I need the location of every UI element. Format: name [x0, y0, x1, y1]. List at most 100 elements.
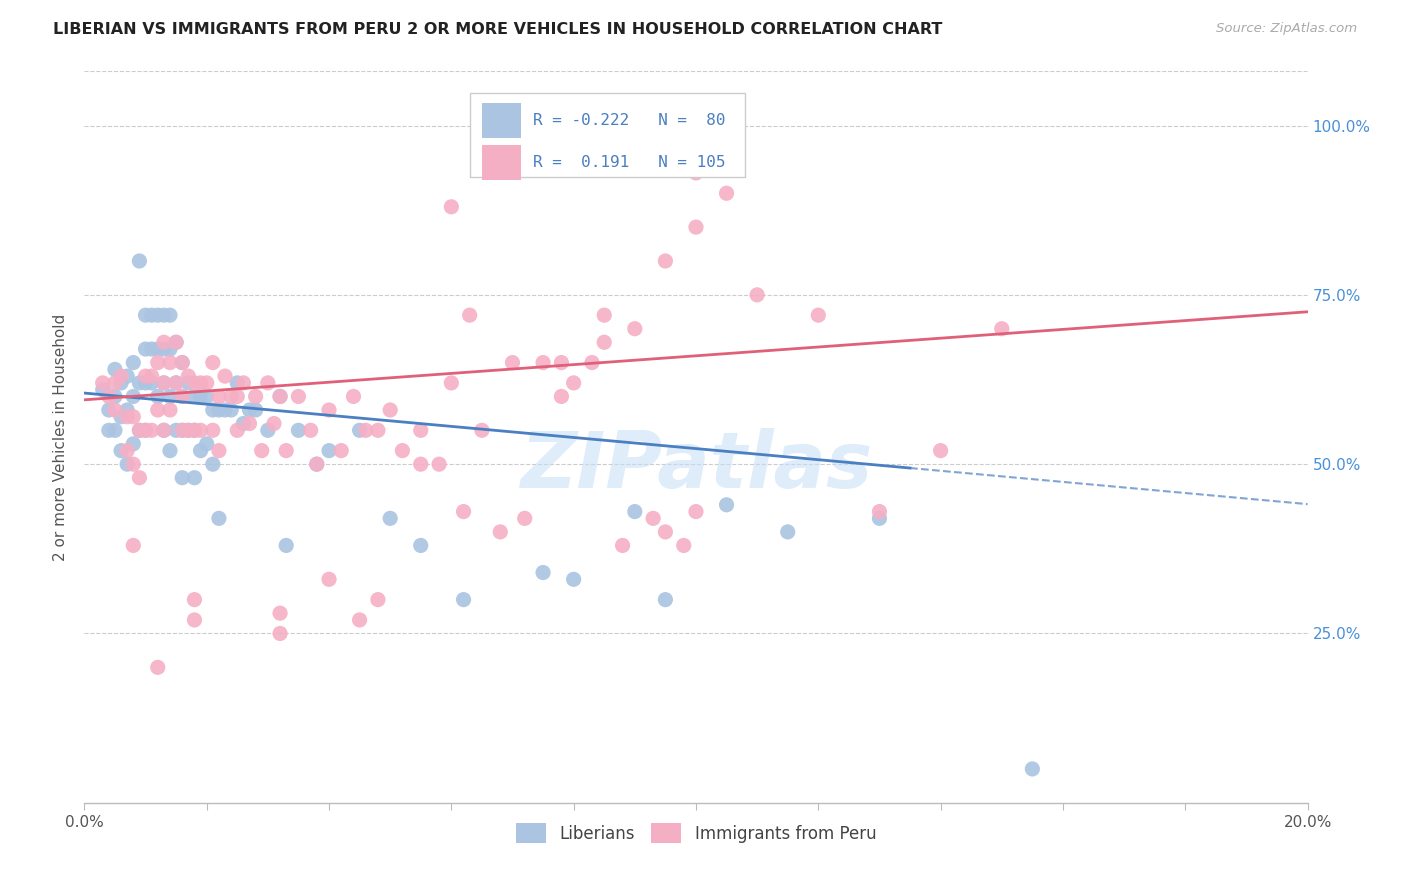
Point — [654, 592, 676, 607]
Point — [287, 389, 309, 403]
Point — [409, 457, 432, 471]
Point — [195, 376, 218, 390]
Point — [654, 524, 676, 539]
Point — [115, 369, 138, 384]
Point — [146, 403, 169, 417]
Point — [685, 505, 707, 519]
Point — [153, 376, 176, 390]
Point — [367, 423, 389, 437]
Point — [226, 423, 249, 437]
Point — [550, 355, 572, 369]
Point — [159, 443, 181, 458]
Point — [214, 369, 236, 384]
Point — [747, 288, 769, 302]
Point — [104, 403, 127, 417]
Point — [257, 423, 280, 437]
Point — [269, 626, 291, 640]
Point — [97, 423, 120, 437]
Point — [257, 376, 280, 390]
Point — [195, 437, 218, 451]
Point — [869, 511, 891, 525]
Point — [612, 538, 634, 552]
Point — [104, 376, 127, 390]
Point — [135, 376, 157, 390]
Point — [276, 538, 298, 552]
Point — [287, 423, 309, 437]
Point — [269, 606, 291, 620]
Point — [141, 423, 163, 437]
Point — [177, 423, 200, 437]
Point — [581, 355, 603, 369]
Point — [153, 342, 176, 356]
Point — [226, 389, 249, 403]
Point — [550, 139, 572, 153]
Point — [177, 423, 200, 437]
Point — [159, 403, 181, 417]
Point — [685, 220, 707, 235]
Point — [183, 592, 205, 607]
Point — [318, 572, 340, 586]
Point — [593, 308, 616, 322]
Point — [245, 389, 267, 403]
Point — [531, 355, 554, 369]
Point — [177, 369, 200, 384]
Point — [238, 417, 260, 431]
Point — [104, 423, 127, 437]
Point — [159, 342, 181, 356]
Point — [146, 342, 169, 356]
Text: R = -0.222   N =  80: R = -0.222 N = 80 — [533, 112, 725, 128]
Point — [110, 443, 132, 458]
Point — [349, 613, 371, 627]
Point — [489, 524, 512, 539]
Point — [135, 342, 157, 356]
Point — [122, 409, 145, 424]
Point — [172, 471, 194, 485]
Point — [502, 153, 524, 167]
Bar — [482, 145, 522, 180]
Point — [929, 443, 952, 458]
Point — [172, 355, 194, 369]
Point — [869, 505, 891, 519]
Point — [115, 403, 138, 417]
Point — [104, 362, 127, 376]
Point — [91, 376, 114, 390]
Point — [183, 423, 205, 437]
Point — [201, 403, 224, 417]
Point — [263, 417, 285, 431]
Y-axis label: 2 or more Vehicles in Household: 2 or more Vehicles in Household — [53, 313, 69, 561]
Point — [391, 443, 413, 458]
Point — [91, 383, 114, 397]
Point — [165, 423, 187, 437]
Point — [165, 335, 187, 350]
Point — [135, 423, 157, 437]
Point — [122, 437, 145, 451]
Point — [269, 389, 291, 403]
Point — [153, 308, 176, 322]
Point — [141, 369, 163, 384]
Point — [135, 308, 157, 322]
Legend: Liberians, Immigrants from Peru: Liberians, Immigrants from Peru — [509, 817, 883, 849]
Point — [1021, 762, 1043, 776]
Point — [159, 355, 181, 369]
Point — [201, 423, 224, 437]
Point — [305, 457, 328, 471]
Point — [250, 443, 273, 458]
Point — [624, 505, 647, 519]
Point — [305, 457, 328, 471]
Point — [219, 389, 242, 403]
Point — [172, 389, 194, 403]
Point — [513, 511, 536, 525]
Point — [172, 423, 194, 437]
Point — [716, 186, 738, 201]
Point — [141, 376, 163, 390]
Point — [807, 308, 830, 322]
Point — [190, 443, 212, 458]
Point — [201, 457, 224, 471]
Point — [165, 335, 187, 350]
Point — [153, 335, 176, 350]
Point — [318, 443, 340, 458]
Point — [672, 538, 695, 552]
Point — [593, 335, 616, 350]
Point — [122, 538, 145, 552]
Point — [195, 389, 218, 403]
